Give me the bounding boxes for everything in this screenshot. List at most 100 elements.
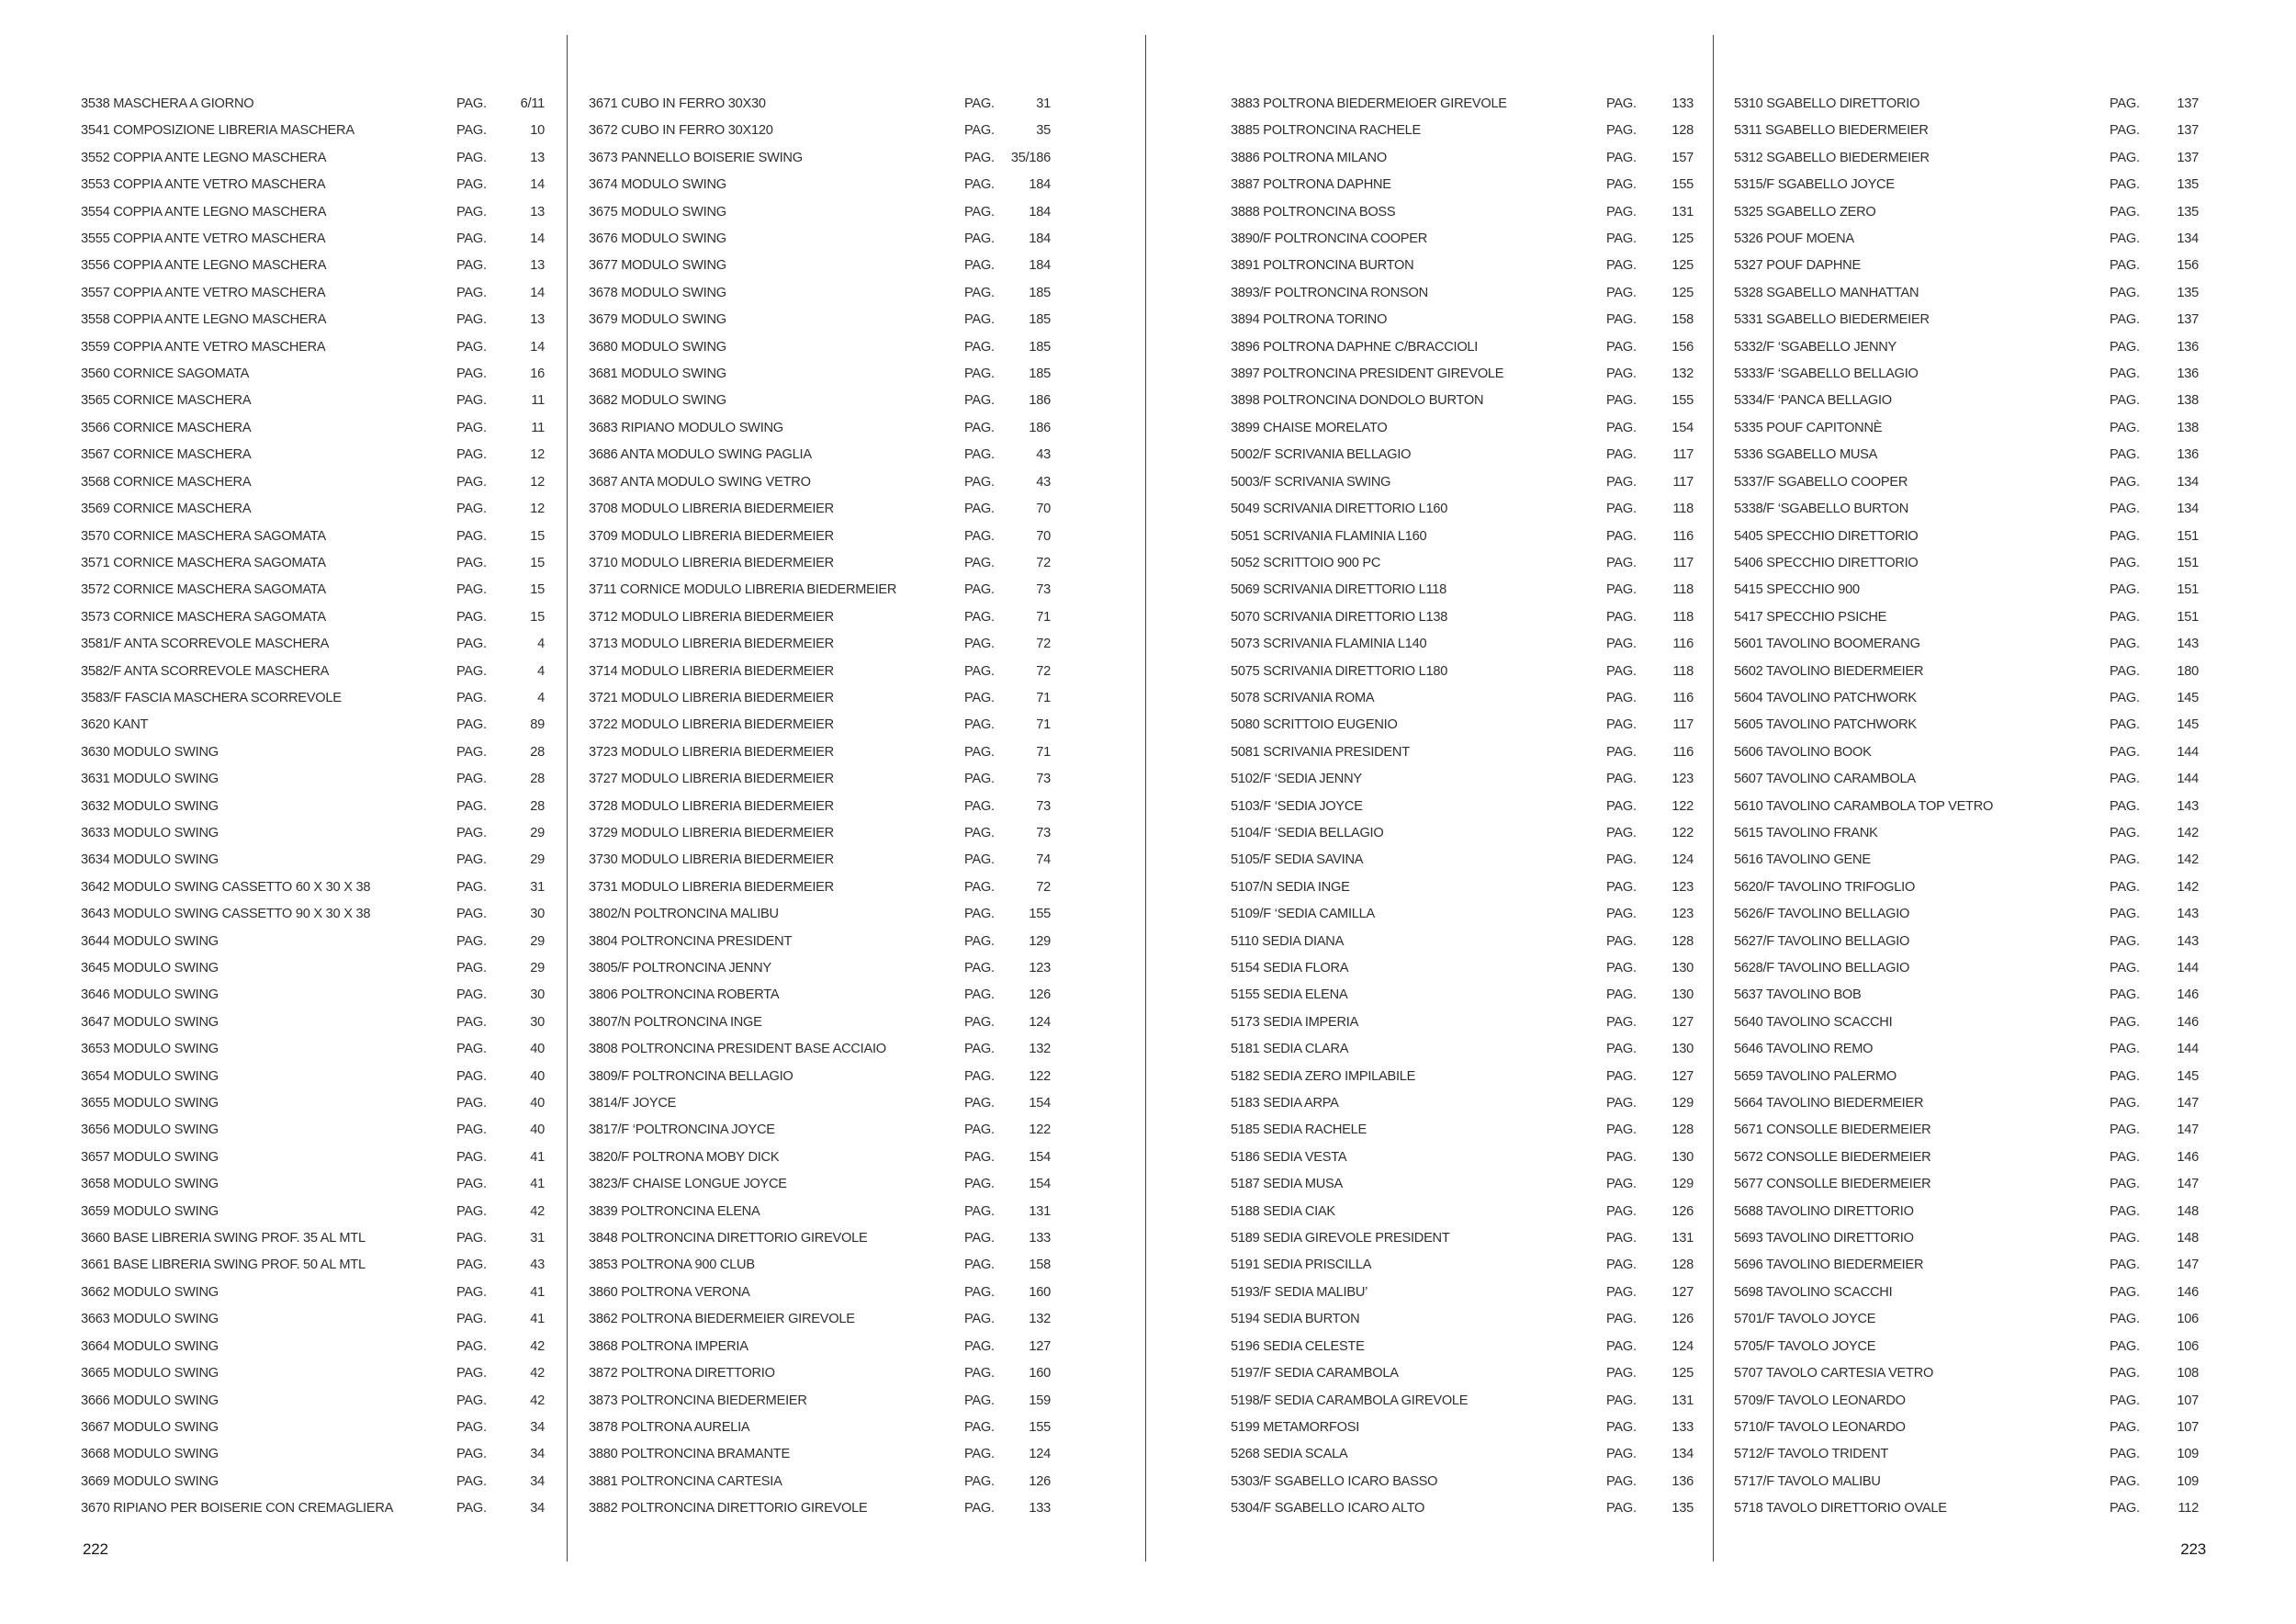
item-code-name: 3872 POLTRONA DIRETTORIO (589, 1366, 775, 1382)
index-row: 5664 TAVOLINO BIEDERMEIER PAG. 147 (1734, 1090, 2199, 1117)
index-row: 5620/F TAVOLINO TRIFOGLIO PAG. 142 (1734, 874, 2199, 901)
index-row: 3672 CUBO IN FERRO 30X120 PAG. 35 (589, 118, 1051, 144)
index-row: 5337/F SGABELLO COOPER PAG. 134 (1734, 469, 2199, 496)
item-code-name: 3620 KANT (81, 717, 149, 733)
item-code-name: 3680 MODULO SWING (589, 339, 726, 355)
index-row: 5698 TAVOLINO SCACCHI PAG. 146 (1734, 1280, 2199, 1306)
index-row: 5336 SGABELLO MUSA PAG. 136 (1734, 442, 2199, 468)
index-row: 3687 ANTA MODULO SWING VETRO PAG. 43 (589, 469, 1051, 496)
index-row: 5710/F TAVOLO LEONARDO PAG. 107 (1734, 1415, 2199, 1441)
pag-label: PAG. (2110, 772, 2140, 787)
item-code-name: 3709 MODULO LIBRERIA BIEDERMEIER (589, 528, 834, 544)
page-reference: 129 (1671, 1177, 1694, 1192)
item-code-name: 3666 MODULO SWING (81, 1393, 219, 1408)
pag-label: PAG. (456, 987, 487, 1003)
pag-label: PAG. (456, 502, 487, 517)
pag-label: PAG. (964, 1338, 995, 1354)
item-code-name: 3890/F POLTRONCINA COOPER (1231, 231, 1428, 247)
item-code-name: 5103/F ‘SEDIA JOYCE (1231, 798, 1363, 814)
pag-label: PAG. (456, 1284, 487, 1300)
page-reference: 74 (1036, 852, 1051, 868)
item-code-name: 3894 POLTRONA TORINO (1231, 312, 1388, 328)
pag-label: PAG. (456, 1338, 487, 1354)
page-reference: 28 (530, 798, 545, 814)
index-row: 3558 COPPIA ANTE LEGNO MASCHERA PAG. 13 (81, 307, 545, 333)
item-code-name: 5627/F TAVOLINO BELLAGIO (1734, 933, 1910, 949)
page-reference: 13 (530, 258, 545, 274)
page-reference: 118 (1672, 582, 1694, 598)
page-reference: 180 (2177, 663, 2199, 679)
index-row: 5628/F TAVOLINO BELLAGIO PAG. 144 (1734, 955, 2199, 982)
index-row: 3645 MODULO SWING PAG. 29 (81, 955, 545, 982)
index-row: 5052 SCRITTOIO 900 PC PAG. 117 (1231, 550, 1694, 577)
index-row: 3658 MODULO SWING PAG. 41 (81, 1171, 545, 1198)
index-row: 3581/F ANTA SCORREVOLE MASCHERA PAG. 4 (81, 631, 545, 658)
pag-label: PAG. (1606, 582, 1637, 598)
index-row: 3721 MODULO LIBRERIA BIEDERMEIER PAG. 71 (589, 685, 1051, 712)
item-code-name: 5333/F ‘SGABELLO BELLAGIO (1734, 367, 1919, 382)
pag-label: PAG. (2110, 447, 2140, 463)
item-code-name: 5605 TAVOLINO PATCHWORK (1734, 717, 1917, 733)
page-reference: 71 (1036, 717, 1051, 733)
index-row: 3675 MODULO SWING PAG. 184 (589, 199, 1051, 226)
page-reference: 146 (2177, 1284, 2199, 1300)
pag-label: PAG. (964, 312, 995, 328)
pag-label: PAG. (1606, 1096, 1637, 1111)
item-code-name: 3631 MODULO SWING (81, 772, 219, 787)
index-row: 3642 MODULO SWING CASSETTO 60 X 30 X 38 P… (81, 874, 545, 901)
pag-label: PAG. (964, 637, 995, 652)
item-code-name: 3654 MODULO SWING (81, 1068, 219, 1084)
page-reference: 154 (1029, 1096, 1051, 1111)
index-row: 3860 POLTRONA VERONA PAG. 160 (589, 1280, 1051, 1306)
index-row: 5627/F TAVOLINO BELLAGIO PAG. 143 (1734, 929, 2199, 955)
page-reference: 132 (1029, 1312, 1051, 1327)
item-code-name: 5173 SEDIA IMPERIA (1231, 1014, 1359, 1030)
pag-label: PAG. (1606, 285, 1637, 300)
index-row: 3671 CUBO IN FERRO 30X30 PAG. 31 (589, 91, 1051, 118)
pag-label: PAG. (2110, 1393, 2140, 1408)
item-code-name: 5717/F TAVOLO MALIBU (1734, 1473, 1881, 1489)
pag-label: PAG. (2110, 258, 2140, 274)
item-code-name: 3675 MODULO SWING (589, 204, 726, 220)
page-reference: 186 (1029, 420, 1051, 435)
page-reference: 143 (2177, 637, 2199, 652)
index-row: 3656 MODULO SWING PAG. 40 (81, 1117, 545, 1144)
page-reference: 70 (1036, 502, 1051, 517)
item-code-name: 5338/F ‘SGABELLO BURTON (1734, 502, 1908, 517)
index-row: 5268 SEDIA SCALA PAG. 134 (1231, 1441, 1694, 1468)
right-page-number: 223 (2180, 1540, 2206, 1558)
item-code-name: 5406 SPECCHIO DIRETTORIO (1734, 555, 1919, 570)
item-code-name: 5701/F TAVOLO JOYCE (1734, 1312, 1876, 1327)
item-code-name: 3860 POLTRONA VERONA (589, 1284, 750, 1300)
index-row: 3882 POLTRONCINA DIRETTORIO GIREVOLE PAG.… (589, 1495, 1051, 1522)
index-row: 3714 MODULO LIBRERIA BIEDERMEIER PAG. 72 (589, 659, 1051, 685)
pag-label: PAG. (456, 961, 487, 976)
item-code-name: 3559 COPPIA ANTE VETRO MASCHERA (81, 339, 326, 355)
index-row: 3568 CORNICE MASCHERA PAG. 12 (81, 469, 545, 496)
pag-label: PAG. (456, 1014, 487, 1030)
pag-label: PAG. (1606, 772, 1637, 787)
pag-label: PAG. (2110, 1096, 2140, 1111)
pag-label: PAG. (2110, 1257, 2140, 1273)
page-reference: 144 (2177, 744, 2199, 760)
index-row: 3583/F FASCIA MASCHERA SCORREVOLE PAG. 4 (81, 685, 545, 712)
pag-label: PAG. (1606, 177, 1637, 193)
index-row: 3896 POLTRONA DAPHNE C/BRACCIOLI PAG. 156 (1231, 334, 1694, 361)
item-code-name: 5327 POUF DAPHNE (1734, 258, 1861, 274)
page-reference: 14 (530, 285, 545, 300)
pag-label: PAG. (2110, 582, 2140, 598)
index-row: 5186 SEDIA VESTA PAG. 130 (1231, 1145, 1694, 1171)
pag-label: PAG. (2110, 1014, 2140, 1030)
page-reference: 15 (530, 582, 545, 598)
index-row: 5601 TAVOLINO BOOMERANG PAG. 143 (1734, 631, 2199, 658)
column-divider (567, 35, 568, 1562)
index-row: 5198/F SEDIA CARAMBOLA GIREVOLE PAG. 131 (1231, 1388, 1694, 1415)
index-row: 3571 CORNICE MASCHERA SAGOMATA PAG. 15 (81, 550, 545, 577)
page-reference: 132 (1029, 1042, 1051, 1057)
index-row: 5070 SCRIVANIA DIRETTORIO L138 PAG. 118 (1231, 604, 1694, 631)
pag-label: PAG. (964, 1177, 995, 1192)
item-code-name: 5304/F SGABELLO ICARO ALTO (1231, 1501, 1425, 1517)
index-row: 3708 MODULO LIBRERIA BIEDERMEIER PAG. 70 (589, 496, 1051, 523)
item-code-name: 3630 MODULO SWING (81, 744, 219, 760)
item-code-name: 3570 CORNICE MASCHERA SAGOMATA (81, 528, 326, 544)
